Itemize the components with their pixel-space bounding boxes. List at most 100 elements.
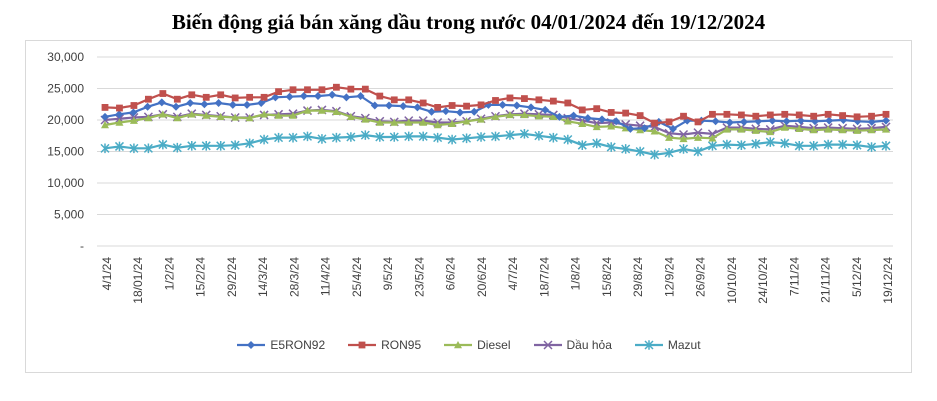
data-point [245, 114, 254, 122]
x-tick-label: 29/2/24 [225, 257, 239, 297]
data-point [541, 105, 550, 114]
data-point [376, 92, 384, 100]
data-point [578, 106, 586, 114]
data-point [389, 132, 399, 142]
data-point [332, 107, 341, 116]
data-point [358, 341, 366, 349]
data-point [129, 143, 139, 154]
data-point [795, 124, 804, 133]
data-point [356, 92, 365, 101]
data-point [521, 95, 528, 102]
data-point [626, 124, 635, 133]
data-point [172, 142, 182, 153]
data-point [492, 97, 499, 104]
data-point [274, 132, 284, 143]
data-point [188, 91, 196, 99]
data-point [476, 132, 486, 142]
data-point [441, 107, 450, 116]
legend-item: Mazut [634, 338, 701, 352]
chart-title: Biến động giá bán xăng dầu trong nước 04… [171, 10, 766, 34]
data-point [433, 132, 443, 143]
y-tick-label: 30,000 [47, 50, 84, 64]
data-point [404, 118, 413, 126]
data-point [809, 141, 819, 151]
data-point [665, 118, 673, 126]
data-point [463, 102, 470, 110]
data-point [346, 112, 355, 121]
data-point [564, 99, 572, 107]
data-point [680, 112, 687, 120]
data-point [853, 113, 861, 121]
x-tick-label: 18/01/24 [131, 257, 145, 304]
data-point [462, 133, 472, 144]
data-point [413, 103, 422, 112]
data-point [158, 110, 167, 118]
data-point [490, 131, 501, 142]
data-point [796, 116, 805, 125]
data-point [534, 130, 544, 141]
x-tick-label: 15/8/24 [600, 257, 614, 297]
data-point [477, 101, 485, 109]
data-point [606, 142, 616, 152]
data-point [314, 92, 322, 101]
data-point [144, 95, 152, 103]
data-point [752, 112, 760, 120]
data-point [200, 100, 209, 109]
data-point [534, 112, 543, 120]
data-point [231, 94, 239, 102]
data-point [867, 126, 876, 134]
y-tick-label: 20,000 [47, 113, 84, 127]
data-point [361, 85, 369, 93]
x-tick-label: 23/5/24 [412, 257, 426, 297]
y-tick-label: - [80, 239, 84, 253]
data-point [505, 110, 514, 119]
data-point [707, 141, 717, 151]
data-point [498, 100, 507, 109]
data-point [143, 143, 153, 154]
data-point [116, 104, 123, 112]
data-point [260, 110, 269, 118]
x-tick-label: 29/8/24 [631, 257, 645, 297]
data-point [569, 111, 578, 120]
data-point [693, 133, 702, 141]
data-point [375, 118, 384, 126]
data-point [289, 111, 298, 119]
data-point [342, 93, 351, 102]
data-point [723, 110, 731, 118]
data-point [243, 100, 251, 109]
data-point [650, 127, 659, 135]
data-point [549, 97, 557, 105]
data-point [157, 98, 166, 107]
data-point [725, 118, 734, 127]
legend-item: RON95 [347, 338, 421, 352]
data-point [644, 340, 654, 350]
data-point [622, 109, 630, 117]
data-point [246, 93, 254, 101]
data-point [612, 117, 621, 126]
x-tick-label: 15/2/24 [194, 257, 208, 297]
legend-item: Diesel [443, 338, 511, 352]
data-point [405, 96, 413, 104]
data-point [766, 127, 775, 136]
data-point [838, 139, 848, 150]
data-point [781, 110, 789, 118]
data-point [173, 114, 182, 122]
data-point [795, 111, 803, 119]
data-point [187, 141, 197, 151]
data-point [101, 121, 109, 129]
data-point [664, 147, 674, 158]
data-point [740, 117, 748, 126]
data-point [448, 102, 456, 109]
data-point [173, 95, 181, 103]
data-point [462, 117, 471, 125]
data-point [333, 83, 340, 91]
data-point [144, 114, 153, 122]
data-point [782, 117, 791, 126]
data-point [247, 341, 256, 349]
x-tick-label: 24/10/24 [756, 257, 770, 304]
data-point [231, 113, 240, 121]
data-point [592, 138, 602, 149]
data-point [694, 118, 702, 126]
data-point [527, 103, 535, 112]
data-point [285, 92, 294, 101]
